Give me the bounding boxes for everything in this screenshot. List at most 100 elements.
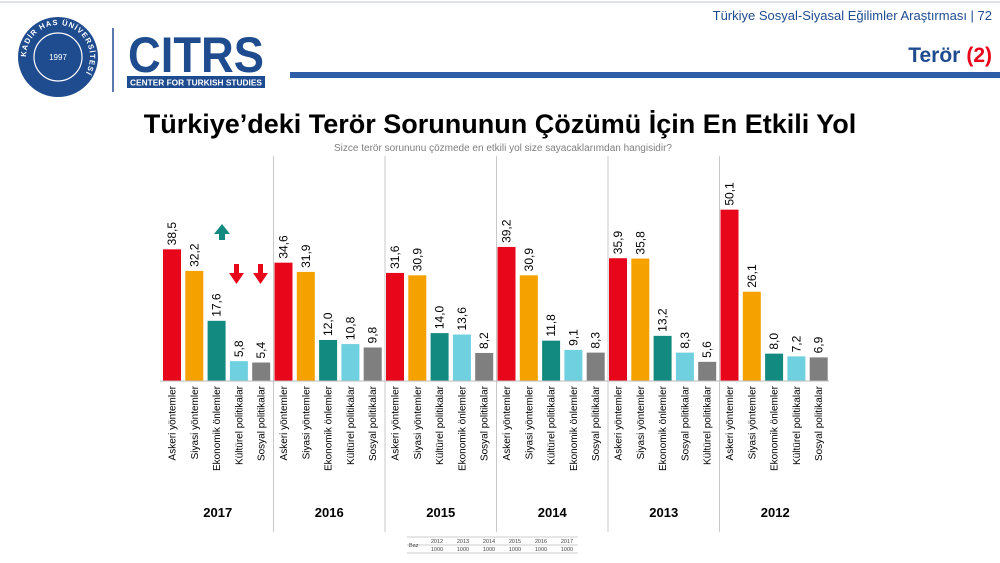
- bar: [809, 357, 828, 381]
- table-count: 1000: [561, 547, 573, 553]
- bar: [452, 334, 471, 381]
- data-label: 50,1: [723, 182, 737, 206]
- bar: [319, 339, 338, 381]
- seal: [18, 17, 98, 97]
- category-label: Sosyal politikalar: [257, 385, 268, 461]
- data-label: 31,9: [299, 244, 313, 268]
- category-label: Ekonomik önlemler: [457, 385, 468, 471]
- bar: [430, 333, 449, 381]
- table-year: 2015: [509, 539, 521, 545]
- category-label: Sosyal politikalar: [814, 385, 825, 461]
- logo-subtitle: CENTER FOR TURKISH STUDIES: [130, 78, 262, 88]
- data-label: 6,9: [812, 336, 826, 353]
- category-label: Askeri yöntemler: [168, 385, 179, 460]
- table-count: 1000: [535, 547, 547, 553]
- logo-text: CITRS: [128, 27, 264, 83]
- section-name: Terör: [908, 44, 960, 67]
- group-label: 2015: [426, 505, 455, 520]
- bar: [475, 352, 494, 381]
- data-label: 8,2: [477, 332, 491, 349]
- bar: [675, 352, 694, 381]
- data-label: 11,8: [544, 314, 558, 337]
- data-label: 8,3: [678, 332, 692, 349]
- chart-subtitle: Sizce terör sorununu çözmede en etkili y…: [334, 143, 672, 154]
- bar: [163, 249, 181, 381]
- category-label: Siyasi yöntemler: [301, 385, 312, 459]
- category-label: Askeri yöntemler: [614, 385, 625, 460]
- bar: [742, 291, 761, 381]
- table-count: 1000: [457, 547, 469, 553]
- data-label: 7,2: [789, 335, 803, 352]
- category-label: Kültürel politikalar: [234, 385, 245, 465]
- table-year: 2016: [535, 539, 547, 545]
- table-count: 1000: [483, 547, 495, 553]
- section-number: (2): [966, 44, 992, 67]
- table-label: Baz: [409, 543, 419, 549]
- down-arrow: [253, 264, 268, 284]
- data-label: 38,5: [165, 222, 179, 246]
- category-label: Ekonomik önlemler: [212, 385, 223, 471]
- seal-year: 1997: [49, 53, 67, 62]
- category-label: Sosyal politikalar: [368, 385, 379, 461]
- header-bar: [290, 72, 1000, 78]
- data-label: 8,0: [767, 333, 781, 350]
- down-arrow: [229, 264, 244, 284]
- base-table: Baz 2012 1000 2013 1000 2014 1000 2015 1000 2016 1…: [407, 536, 578, 554]
- category-label: Askeri yöntemler: [502, 385, 513, 460]
- category-label: Kültürel politikalar: [703, 385, 714, 465]
- data-label: 35,8: [633, 231, 647, 255]
- bar: [408, 275, 427, 381]
- group-label: 2014: [538, 505, 568, 520]
- data-label: 9,8: [366, 326, 380, 343]
- bar: [386, 272, 404, 381]
- bar: [653, 335, 672, 381]
- data-label: 13,6: [455, 307, 469, 331]
- bar: [207, 320, 226, 381]
- category-label: Siyasi yöntemler: [636, 385, 647, 459]
- category-label: Siyasi yöntemler: [190, 385, 201, 459]
- category-label: Sosyal politikalar: [680, 385, 691, 461]
- table-year: 2013: [457, 539, 469, 545]
- category-label: Ekonomik önlemler: [770, 385, 781, 471]
- seal-ring: [33, 32, 83, 82]
- data-label: 35,9: [611, 231, 625, 255]
- bar: [787, 356, 806, 381]
- group-label: 2012: [761, 505, 790, 520]
- data-label: 13,2: [656, 308, 670, 332]
- table-year: 2017: [561, 539, 573, 545]
- data-label: 17,6: [210, 293, 224, 317]
- data-label: 5,4: [254, 342, 268, 359]
- data-label: 9,1: [566, 329, 580, 346]
- bar: [586, 352, 605, 381]
- data-label: 5,8: [232, 340, 246, 357]
- section-title: Terör (2): [908, 44, 992, 67]
- data-label: 32,2: [187, 243, 201, 267]
- data-label: 26,1: [745, 264, 759, 288]
- logo-band: [127, 76, 265, 88]
- group-label: 2016: [315, 505, 344, 520]
- chart-title: Türkiye’deki Terör Sorununun Çözümü İçin…: [144, 109, 857, 139]
- bar: [631, 258, 650, 381]
- table-count: 1000: [509, 547, 521, 553]
- category-label: Ekonomik önlemler: [324, 385, 335, 471]
- data-label: 5,6: [700, 341, 714, 358]
- category-label: Kültürel politikalar: [547, 385, 558, 465]
- bar: [564, 349, 583, 381]
- category-label: Siyasi yöntemler: [747, 385, 758, 459]
- category-label: Askeri yöntemler: [725, 385, 736, 460]
- data-label: 30,9: [522, 248, 536, 272]
- table-count: 1000: [431, 547, 443, 553]
- data-label: 12,0: [321, 312, 335, 336]
- category-label: Siyasi yöntemler: [413, 385, 424, 459]
- data-label: 8,3: [589, 332, 603, 349]
- category-label: Kültürel politikalar: [435, 385, 446, 465]
- group-label: 2017: [203, 505, 232, 520]
- bar: [341, 344, 360, 381]
- bar: [185, 270, 204, 381]
- bar: [609, 258, 627, 381]
- category-label: Askeri yöntemler: [279, 385, 290, 460]
- group-label: 2013: [649, 505, 678, 520]
- data-label: 10,8: [343, 316, 357, 340]
